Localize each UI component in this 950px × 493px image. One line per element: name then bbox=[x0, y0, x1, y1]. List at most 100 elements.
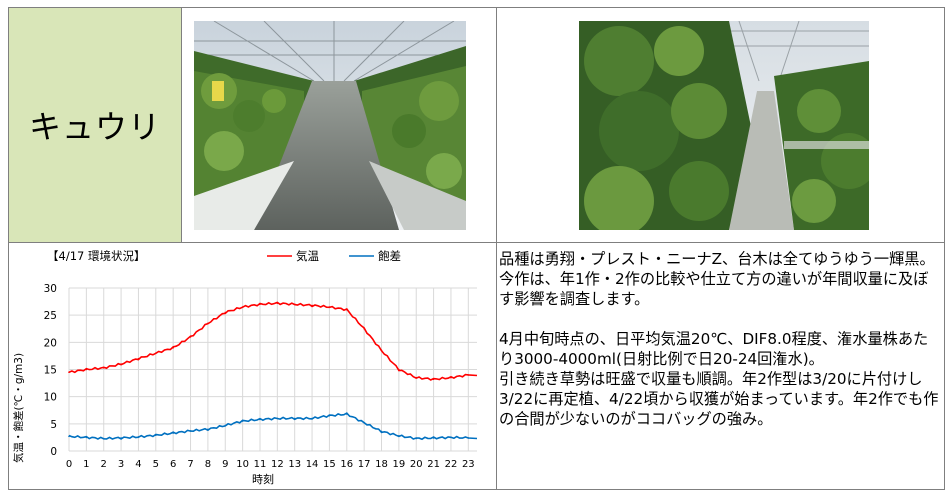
x-tick-label: 3 bbox=[118, 459, 124, 470]
vpd-point bbox=[467, 437, 470, 439]
temperature-point bbox=[328, 306, 331, 308]
temperature-point bbox=[293, 303, 296, 306]
temperature-point bbox=[207, 322, 209, 325]
legend-label-temperature: 気温 bbox=[296, 249, 319, 263]
y-tick-label: 5 bbox=[50, 419, 57, 431]
x-tick-label: 23 bbox=[462, 459, 475, 470]
table-border-left bbox=[8, 7, 9, 490]
vpd-point bbox=[102, 437, 105, 440]
vpd-point bbox=[189, 430, 192, 432]
notes-cell: 品種は勇翔・プレスト・ニーナZ、台木は全てゆうゆう一輝黒。今作は、年1作・2作の… bbox=[497, 243, 944, 489]
x-tick-label: 21 bbox=[427, 459, 440, 470]
vpd-point bbox=[85, 436, 88, 439]
x-tick-label: 22 bbox=[445, 459, 458, 470]
temperature-point bbox=[380, 349, 383, 352]
x-tick-label: 1 bbox=[83, 459, 89, 470]
temperature-point bbox=[345, 308, 348, 311]
x-tick-label: 20 bbox=[410, 459, 423, 470]
x-tick-label: 12 bbox=[271, 459, 284, 470]
temperature-point bbox=[276, 302, 279, 305]
vpd-point bbox=[224, 424, 227, 427]
y-tick-label: 15 bbox=[44, 365, 57, 377]
x-tick-label: 17 bbox=[358, 459, 371, 470]
vpd-point bbox=[120, 437, 122, 439]
temperature-point bbox=[450, 376, 452, 379]
x-tick-label: 2 bbox=[101, 459, 107, 470]
x-tick-label: 19 bbox=[393, 459, 406, 470]
x-tick-label: 11 bbox=[254, 459, 267, 470]
temperature-point bbox=[85, 368, 88, 371]
notes-paragraph-variety: 品種は勇翔・プレスト・ニーナZ、台木は全てゆうゆう一輝黒。今作は、年1作・2作の… bbox=[499, 250, 935, 308]
photo-cell-2 bbox=[497, 8, 944, 242]
table-divider-title bbox=[181, 7, 182, 243]
table-border-middle bbox=[8, 242, 945, 243]
temperature-point bbox=[155, 352, 157, 354]
y-tick-label: 30 bbox=[44, 283, 57, 295]
table-border-bottom bbox=[8, 489, 945, 490]
vpd-point bbox=[432, 437, 435, 439]
vpd-point bbox=[276, 417, 279, 420]
vpd-point bbox=[380, 430, 383, 433]
vpd-point bbox=[241, 420, 244, 422]
table-divider-center bbox=[496, 7, 497, 490]
vpd-point bbox=[328, 414, 331, 417]
environment-chart: 【4/17 環境状況】 気温 飽差 気温・飽差(℃・g/m3) 時刻 05101… bbox=[12, 249, 478, 486]
notes-paragraph-progress: 引き続き草勢は旺盛で収量も順調。年2作型は3/20に片付けし3/22に再定植、4… bbox=[499, 370, 939, 428]
x-tick-label: 13 bbox=[288, 459, 301, 470]
chart-grid bbox=[68, 287, 477, 452]
x-tick-label: 4 bbox=[135, 459, 141, 470]
greenhouse-photo-1 bbox=[194, 21, 466, 230]
vpd-point bbox=[137, 436, 140, 438]
temperature-point bbox=[102, 367, 105, 369]
vpd-point bbox=[207, 428, 209, 431]
temperature-point bbox=[224, 311, 227, 314]
temperature-point bbox=[241, 306, 244, 308]
x-tick-label: 5 bbox=[153, 459, 159, 470]
temperature-point bbox=[467, 374, 470, 376]
temperature-point bbox=[189, 336, 192, 338]
chart-title: 【4/17 環境状況】 bbox=[47, 249, 145, 263]
y-tick-label: 25 bbox=[44, 310, 57, 322]
x-tick-label: 0 bbox=[66, 459, 72, 470]
vpd-point bbox=[172, 432, 174, 434]
vpd-point bbox=[68, 435, 70, 438]
temperature-point bbox=[68, 371, 70, 374]
temperature-point bbox=[432, 378, 435, 381]
x-tick-label: 16 bbox=[340, 459, 353, 470]
series-line-vpd bbox=[68, 412, 478, 441]
y-tick-label: 20 bbox=[44, 337, 57, 349]
chart-series bbox=[68, 301, 478, 441]
vpd-point bbox=[311, 417, 313, 420]
vpd-point bbox=[345, 413, 348, 415]
x-tick-label: 15 bbox=[323, 459, 336, 470]
x-tick-label: 6 bbox=[170, 459, 176, 470]
temperature-point bbox=[415, 376, 418, 379]
notes-paragraph-conditions: 4月中旬時点の、日平均気温20℃、DIF8.0程度、潅水量株あたり3000-40… bbox=[499, 330, 929, 368]
x-tick-label: 8 bbox=[205, 459, 211, 470]
temperature-point bbox=[398, 368, 400, 371]
greenhouse-photo-2 bbox=[579, 21, 869, 230]
crop-title-cell: キュウリ bbox=[9, 8, 181, 242]
x-tick-label: 10 bbox=[236, 459, 249, 470]
vpd-point bbox=[450, 436, 452, 439]
y-tick-label: 0 bbox=[50, 446, 57, 458]
x-tick-label: 7 bbox=[187, 459, 193, 470]
crop-title: キュウリ bbox=[28, 108, 161, 146]
vpd-point bbox=[155, 434, 157, 437]
environment-chart-cell: 【4/17 環境状況】 気温 飽差 気温・飽差(℃・g/m3) 時刻 0 5 10 1… bbox=[9, 243, 496, 489]
y-axis-label: 気温・飽差(℃・g/m3) bbox=[12, 353, 25, 463]
temperature-point bbox=[363, 327, 365, 330]
table-border-top bbox=[8, 7, 945, 8]
x-tick-label: 9 bbox=[222, 459, 228, 470]
series-line-temperature bbox=[68, 301, 478, 381]
vpd-point bbox=[398, 434, 400, 437]
chart-legend: 気温 飽差 bbox=[267, 249, 401, 263]
vpd-point bbox=[293, 417, 296, 420]
vpd-point bbox=[259, 418, 261, 421]
temperature-point bbox=[120, 363, 122, 365]
temperature-point bbox=[311, 304, 313, 307]
temperature-point bbox=[172, 346, 174, 349]
photo-cell-1 bbox=[181, 8, 496, 242]
